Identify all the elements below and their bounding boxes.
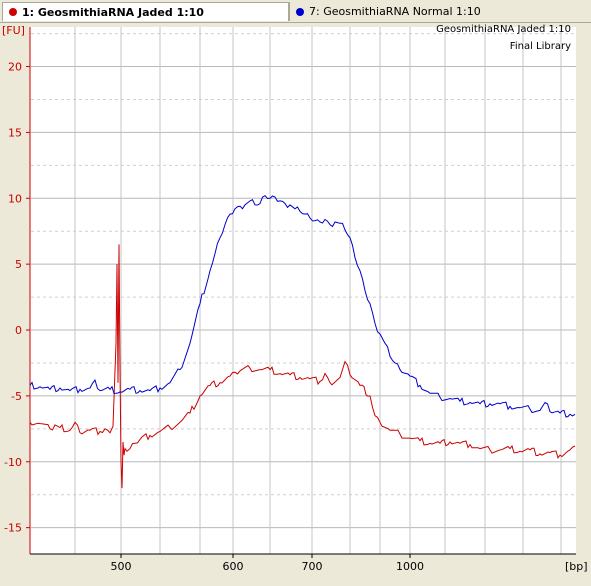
tab-sample-1[interactable]: 1: GeosmithiaRNA Jaded 1:10 — [2, 2, 289, 21]
electropherogram-chart: 20 15 10 5 0 -5 -10 -15 500 600 700 1000 [FU] [bp]… — [2, 24, 588, 573]
sample-1-color-dot-icon — [9, 8, 17, 16]
series-line-jaded — [29, 244, 576, 489]
y-axis-ticks: 20 15 10 5 0 -5 -10 -15 — [4, 61, 30, 535]
y-axis-label: [FU] — [2, 24, 25, 37]
x-tick-label: 600 — [223, 560, 244, 573]
tab-divider — [289, 2, 290, 21]
y-tick-label: 20 — [8, 61, 22, 74]
grid-lines — [31, 27, 576, 554]
chart-annotation-library: Final Library — [510, 41, 571, 52]
y-tick-label: 10 — [8, 192, 22, 205]
trace-tab-bar: 1: GeosmithiaRNA Jaded 1:10 7: Geosmithi… — [0, 0, 591, 23]
x-axis-label: [bp] — [565, 560, 588, 573]
y-tick-label: -15 — [4, 522, 22, 535]
y-tick-label: -10 — [4, 456, 22, 469]
plot-area — [30, 27, 576, 554]
series-line-normal — [29, 194, 576, 418]
series-lines — [29, 194, 576, 489]
y-tick-label: 15 — [8, 126, 22, 139]
tab-sample-1-label: 1: GeosmithiaRNA Jaded 1:10 — [22, 5, 204, 19]
x-axis-ticks: 500 600 700 1000 — [111, 554, 424, 573]
y-tick-label: 0 — [15, 324, 22, 337]
chart-annotation-sample: GeosmithiaRNA Jaded 1:10 — [436, 24, 571, 35]
tab-sample-7-label: 7: GeosmithiaRNA Normal 1:10 — [309, 5, 481, 18]
x-tick-label: 700 — [302, 560, 323, 573]
y-tick-label: 5 — [15, 258, 22, 271]
y-tick-label: -5 — [11, 390, 22, 403]
tab-sample-7[interactable]: 7: GeosmithiaRNA Normal 1:10 — [290, 2, 590, 21]
x-tick-label: 1000 — [396, 560, 424, 573]
x-tick-label: 500 — [111, 560, 132, 573]
sample-7-color-dot-icon — [296, 7, 304, 16]
